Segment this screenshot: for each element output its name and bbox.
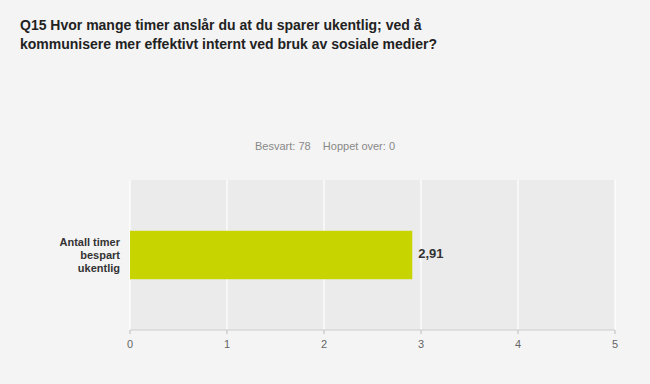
- tick-mark: [421, 330, 422, 334]
- tick-label: 4: [515, 338, 521, 350]
- grid-line: [517, 180, 518, 330]
- x-axis-line: [130, 330, 615, 331]
- tick-mark: [324, 330, 325, 334]
- tick-label: 5: [612, 338, 618, 350]
- chart-container: Q15 Hvor mange timer anslår du at du spa…: [0, 0, 650, 384]
- tick-label: 3: [418, 338, 424, 350]
- tick-label: 2: [321, 338, 327, 350]
- category-label: Antall timerbespartukentlig: [59, 236, 120, 274]
- plot-background: [130, 180, 615, 330]
- tick-mark: [615, 330, 616, 334]
- data-label: 2,91: [418, 246, 443, 261]
- tick-label: 0: [127, 338, 133, 350]
- chart: Q15 Hvor mange timer anslår du at du spa…: [0, 0, 650, 384]
- tick-mark: [227, 330, 228, 334]
- grid-line: [614, 180, 615, 330]
- subtitle: Besvart: 78 Hoppet over: 0: [255, 140, 395, 152]
- tick-mark: [518, 330, 519, 334]
- tick-label: 1: [224, 338, 230, 350]
- grid: [130, 180, 615, 330]
- bars: [130, 231, 412, 279]
- bar: [130, 231, 412, 279]
- title: Q15 Hvor mange timer anslår du at du spa…: [20, 17, 437, 52]
- tick-mark: [130, 330, 131, 334]
